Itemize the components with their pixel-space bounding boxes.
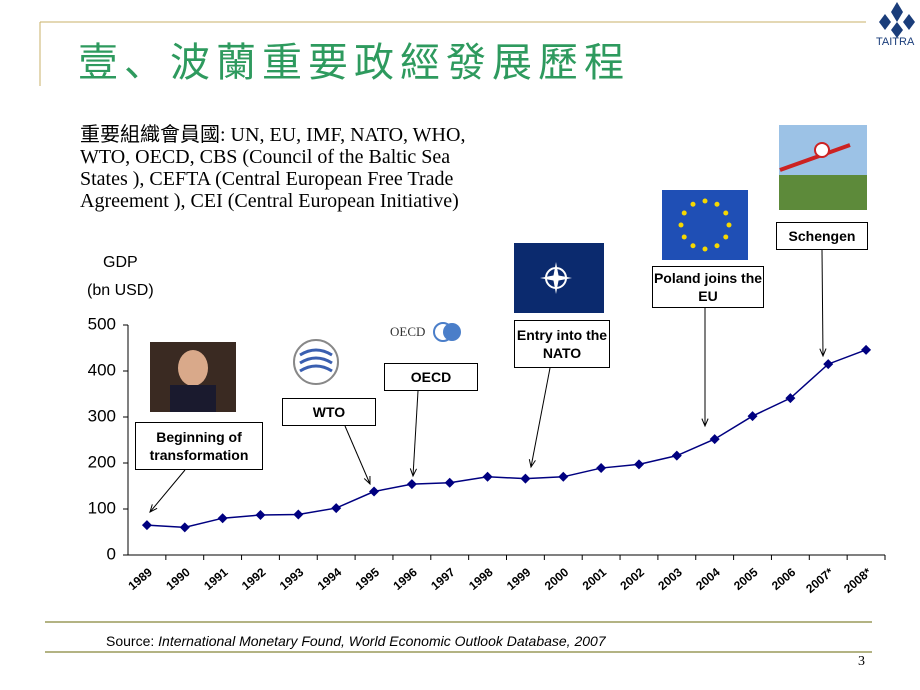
marker (709, 434, 720, 445)
marker (747, 411, 758, 422)
marker (369, 486, 380, 497)
eu-flag-stars (678, 198, 732, 252)
annotation-arrowhead (701, 418, 709, 428)
annotation-arrowhead (363, 475, 371, 486)
marker (671, 450, 682, 461)
intro-text: 重要組織會員國: UN, EU, IMF, NATO, WHO, WTO, OE… (80, 124, 466, 212)
x-tick-label: 2001 (580, 565, 610, 593)
annotation-arrow (344, 425, 371, 485)
x-tick-label: 1995 (353, 565, 383, 593)
x-tick-label: 1999 (504, 565, 534, 593)
eu-star (678, 222, 684, 228)
annotation-box: Schengen (776, 222, 868, 250)
annotation-box: Beginning of transformation (135, 422, 263, 470)
eu-star (702, 246, 708, 252)
x-tick-label: 2003 (655, 565, 685, 593)
x-tick-label: 2008* (841, 565, 874, 596)
y-tick-label: 0 (107, 544, 116, 563)
annotation-box: Entry into the NATO (514, 320, 610, 368)
x-tick-label: 2000 (542, 565, 572, 593)
y-tick-label: 500 (88, 314, 116, 333)
y-tick-label: 200 (88, 452, 116, 471)
annotation-arrowhead (819, 348, 827, 358)
x-tick-label: 2005 (731, 565, 761, 593)
x-tick-label: 1990 (163, 565, 193, 593)
logo-text: TAITRA (876, 36, 915, 48)
annotation-arrow (412, 390, 419, 477)
schengen-photo (779, 175, 867, 210)
annotation-box: Poland joins the EU (652, 266, 764, 308)
taitra-logo-mark (879, 2, 915, 38)
y-tick-label: 300 (88, 406, 116, 425)
annotation-arrow (530, 367, 551, 468)
x-tick-label: 1996 (390, 565, 420, 593)
marker (596, 463, 607, 474)
marker (444, 477, 455, 488)
marker (520, 473, 531, 484)
marker (482, 471, 493, 482)
annotation-arrow (149, 469, 186, 513)
marker (331, 503, 342, 514)
source: Source: International Monetary Found, Wo… (106, 633, 606, 649)
x-tick-label: 1993 (277, 565, 307, 593)
x-tick-label: 1994 (315, 565, 345, 593)
eu-star (690, 243, 696, 249)
eu-star (690, 201, 696, 207)
slide-title: 壹、波蘭重要政經發展歷程 (78, 40, 630, 86)
x-tick-label: 2002 (617, 565, 647, 593)
schengen-photo (779, 143, 851, 172)
source-text: International Monetary Found, World Econ… (158, 633, 606, 649)
eu-star (726, 222, 732, 228)
y-axis-unit: (bn USD) (87, 282, 154, 299)
photo (178, 350, 208, 386)
marker (406, 479, 417, 490)
y-tick-label: 400 (88, 360, 116, 379)
eu-star (681, 234, 687, 240)
y-tick-label: 100 (88, 498, 116, 517)
x-tick-label: 2007* (803, 565, 836, 596)
eu-star (714, 201, 720, 207)
wto-logo (299, 348, 333, 373)
marker (141, 520, 152, 531)
marker (785, 393, 796, 404)
eu-star (723, 234, 729, 240)
x-tick-label: 1991 (201, 565, 231, 593)
eu-star (714, 243, 720, 249)
annotation-box: WTO (282, 398, 376, 426)
x-tick-label: 1989 (125, 565, 155, 593)
annotation-arrowhead (149, 504, 158, 513)
y-axis-label: GDP (103, 254, 138, 271)
eu-star (702, 198, 708, 204)
marker (293, 509, 304, 520)
nato-flag (540, 275, 572, 281)
photo (170, 385, 216, 412)
marker (633, 459, 644, 470)
annotation-box: OECD (384, 363, 478, 391)
x-tick-label: 2004 (693, 565, 723, 593)
oecd-logo (433, 322, 453, 342)
annotation-arrowhead (528, 459, 536, 469)
marker (255, 509, 266, 520)
marker (823, 359, 834, 370)
marker (861, 344, 872, 355)
oecd-logo-text: OECD (390, 324, 425, 339)
x-tick-label: 1992 (239, 565, 269, 593)
wto-logo (293, 339, 339, 385)
marker (217, 513, 228, 524)
line (146, 349, 867, 529)
annotation-arrow (821, 249, 824, 357)
page-number: 3 (858, 654, 865, 669)
x-tick-label: 2006 (769, 565, 799, 593)
eu-star (681, 210, 687, 216)
marker (558, 471, 569, 482)
annotation-arrowhead (409, 468, 417, 478)
marker (179, 522, 190, 533)
x-tick-label: 1997 (428, 565, 458, 593)
schengen-photo (814, 142, 830, 158)
source-label: Source: (106, 633, 155, 649)
eu-star (723, 210, 729, 216)
x-tick-label: 1998 (466, 565, 496, 593)
